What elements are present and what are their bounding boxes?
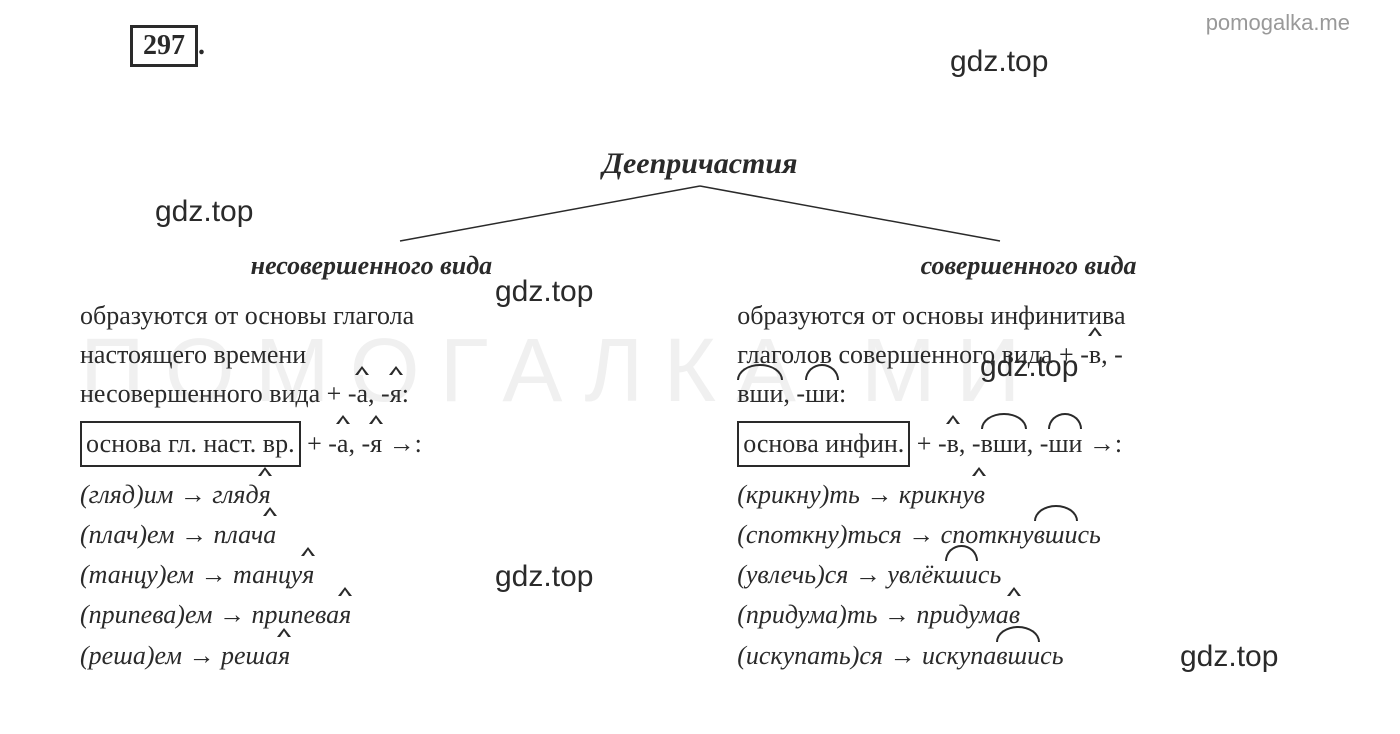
right-column: совершенного вида образуются от основы и… <box>737 251 1320 676</box>
right-formula-boxed: основа инфин. <box>737 421 910 467</box>
right-desc-line3-p1: , - <box>783 379 805 408</box>
example-base: (крикну)ть → крикну <box>737 480 973 509</box>
example-suffix: я <box>339 595 351 635</box>
right-desc-line1: образуются от основы инфинитива <box>737 301 1125 330</box>
example-base: (припева)ем → припева <box>80 600 339 629</box>
right-example-2: (увлечь)ся → увлёкшись <box>737 555 1320 595</box>
example-base: (реша)ем → реша <box>80 641 278 670</box>
example-tail: сь <box>978 560 1001 589</box>
example-base: (танцу)ем → танцу <box>80 560 302 589</box>
left-formula-p2: , - <box>348 429 370 458</box>
left-formula-boxed: основа гл. наст. вр. <box>80 421 301 467</box>
left-desc-line3-p3: : <box>402 379 409 408</box>
right-desc-line2-p2: , - <box>1101 340 1123 369</box>
example-tail: сь <box>1078 520 1101 549</box>
left-example-4: (реша)ем → решая <box>80 636 663 676</box>
right-formula-p4: →: <box>1082 429 1122 458</box>
example-tail: сь <box>1040 641 1063 670</box>
left-formula-s2: я <box>370 423 382 465</box>
right-formula-p1: + - <box>910 429 946 458</box>
exercise-header: 297. <box>50 20 1350 67</box>
watermark-site: pomogalka.me <box>1206 10 1350 36</box>
right-col-title: совершенного вида <box>737 251 1320 281</box>
columns-container: несовершенного вида образуются от основы… <box>50 251 1350 676</box>
left-desc-line3-p2: , - <box>368 379 390 408</box>
main-title: Деепричастия <box>50 147 1350 181</box>
right-formula-p2: , - <box>959 429 981 458</box>
right-desc-line3-s1: вши <box>737 374 783 413</box>
right-formula-s3: ши <box>1048 423 1082 465</box>
right-formula: основа инфин. + -в, -вши, -ши →: <box>737 421 1320 467</box>
overlay-gdz-5: gdz.top <box>495 560 593 594</box>
example-base: (гляд)им → гляд <box>80 480 259 509</box>
left-desc-suffix2: я <box>390 374 402 413</box>
example-base: (искупать)ся → искупа <box>737 641 996 670</box>
overlay-gdz-6: gdz.top <box>1180 640 1278 674</box>
example-suffix: а <box>263 515 276 555</box>
overlay-gdz-3: gdz.top <box>495 275 593 309</box>
example-base: (споткну)ться → споткну <box>737 520 1033 549</box>
right-formula-s1: в <box>947 423 959 465</box>
overlay-gdz-2: gdz.top <box>155 195 253 229</box>
right-example-0: (крикну)ть → крикнув <box>737 475 1320 515</box>
right-example-1: (споткну)ться → споткнувшись <box>737 515 1320 555</box>
left-desc-suffix1: а <box>357 374 369 413</box>
example-suffix: вши <box>1034 515 1078 555</box>
example-suffix: ши <box>945 555 978 595</box>
left-desc-line3-p1: несовершенного вида + - <box>80 379 357 408</box>
left-formula-p3: →: <box>382 429 422 458</box>
left-desc-line2: настоящего времени <box>80 340 306 369</box>
example-base: (плач)ем → плач <box>80 520 263 549</box>
example-suffix: вши <box>996 636 1040 676</box>
right-formula-p3: , - <box>1027 429 1049 458</box>
right-desc-line3-p2: : <box>839 379 846 408</box>
example-suffix: в <box>974 475 985 515</box>
exercise-number: 297 <box>130 25 198 67</box>
left-example-3: (припева)ем → припевая <box>80 595 663 635</box>
example-suffix: я <box>302 555 314 595</box>
left-formula-s1: а <box>337 423 349 465</box>
left-example-1: (плач)ем → плача <box>80 515 663 555</box>
left-column: несовершенного вида образуются от основы… <box>80 251 663 676</box>
exercise-dot: . <box>198 30 205 61</box>
example-base: (увлечь)ся → увлёк <box>737 560 945 589</box>
example-base: (придума)ть → придума <box>737 600 1009 629</box>
overlay-gdz-4: gdz.top <box>980 350 1078 384</box>
overlay-gdz-1: gdz.top <box>950 45 1048 79</box>
example-suffix: я <box>278 636 290 676</box>
branch-lines <box>300 181 1100 251</box>
right-desc-line3-s2: ши <box>805 374 839 413</box>
left-desc: образуются от основы глагола настоящего … <box>80 296 663 413</box>
left-desc-line1: образуются от основы глагола <box>80 301 414 330</box>
left-formula-p1: + - <box>301 429 337 458</box>
branch-diagram <box>250 191 1150 251</box>
left-formula: основа гл. наст. вр. + -а, -я →: <box>80 421 663 467</box>
left-example-0: (гляд)им → глядя <box>80 475 663 515</box>
right-formula-s2: вши <box>981 423 1027 465</box>
right-desc-s1: в <box>1089 335 1101 374</box>
